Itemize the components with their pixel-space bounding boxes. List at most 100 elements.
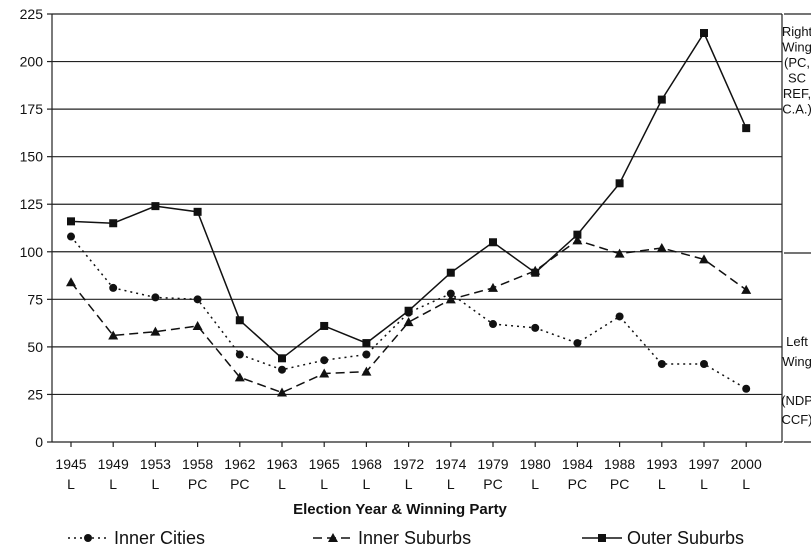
point-inner-suburbs-1958	[192, 320, 203, 330]
point-outer-suburbs-1972	[404, 306, 413, 315]
point-inner-cities-1962	[235, 350, 244, 359]
x-axis-ticks: 1945 L 1949 L 1953 L 1958 PC 1962 PC 1963 L 1965 L 196…	[55, 442, 762, 492]
right-wing-label-line: Right	[782, 24, 811, 39]
point-inner-cities-1953	[151, 293, 160, 302]
right-wing-label-line: Wing	[782, 40, 811, 55]
xtick-party-1965: L	[320, 476, 328, 492]
right-wing-label-line: (PC,	[784, 55, 810, 70]
point-inner-suburbs-1963	[277, 387, 287, 397]
point-outer-suburbs-1958	[193, 207, 202, 216]
xtick-year-1997: 1997	[688, 456, 719, 472]
point-outer-suburbs-1965	[320, 321, 329, 330]
point-inner-suburbs-1972	[403, 317, 414, 327]
point-outer-suburbs-1949	[109, 219, 118, 228]
legend-marker-inner-cities	[84, 534, 92, 542]
left-wing-label-line: (NDP	[781, 393, 811, 408]
xtick-year-1972: 1972	[393, 456, 424, 472]
point-outer-suburbs-1953	[151, 202, 160, 211]
legend: Inner Cities Inner Suburbs Outer Suburbs	[68, 528, 744, 548]
xtick-year-1965: 1965	[309, 456, 340, 472]
point-inner-cities-1958	[193, 295, 202, 304]
xtick-party-1953: L	[152, 476, 160, 492]
ytick-label-50: 50	[27, 339, 43, 355]
point-outer-suburbs-1997	[700, 29, 708, 38]
point-inner-suburbs-1949	[108, 330, 119, 340]
point-inner-cities-1965	[320, 356, 329, 365]
legend-label-inner-cities: Inner Cities	[114, 528, 205, 548]
point-outer-suburbs-2000	[742, 124, 751, 133]
point-inner-cities-1980	[531, 323, 540, 332]
ytick-label-150: 150	[20, 149, 44, 165]
point-inner-suburbs-1968	[361, 366, 372, 376]
point-inner-cities-1945	[67, 232, 75, 241]
ytick-label-175: 175	[20, 101, 44, 117]
point-outer-suburbs-1980	[531, 268, 540, 277]
legend-marker-inner-suburbs	[328, 533, 338, 542]
point-inner-cities-1979	[489, 320, 497, 329]
xtick-year-1958: 1958	[182, 456, 213, 472]
xtick-year-1962: 1962	[224, 456, 255, 472]
xtick-party-1997: L	[700, 476, 708, 492]
ytick-label-225: 225	[20, 6, 44, 22]
y-axis-ticks: 0 25 50 75 100 125 150 175 200 225	[20, 6, 44, 450]
xtick-year-1974: 1974	[435, 456, 466, 472]
xtick-party-1949: L	[109, 476, 117, 492]
ytick-label-125: 125	[20, 196, 44, 212]
xtick-year-1949: 1949	[98, 456, 129, 472]
point-outer-suburbs-1988	[615, 179, 624, 188]
left-wing-label-line: CCF)	[781, 412, 811, 427]
point-outer-suburbs-1984	[573, 230, 582, 239]
point-inner-cities-1963	[278, 365, 286, 374]
point-inner-suburbs-1988	[614, 248, 625, 258]
xtick-party-1968: L	[363, 476, 371, 492]
point-outer-suburbs-1974	[446, 268, 455, 277]
point-outer-suburbs-1993	[657, 95, 666, 104]
xtick-party-2000: L	[742, 476, 750, 492]
point-inner-suburbs-1993	[656, 242, 667, 252]
xtick-party-1945: L	[67, 476, 75, 492]
xtick-year-1993: 1993	[646, 456, 677, 472]
xtick-year-1979: 1979	[477, 456, 508, 472]
xtick-year-1945: 1945	[55, 456, 86, 472]
ytick-label-100: 100	[20, 244, 44, 260]
point-outer-suburbs-1979	[489, 238, 497, 247]
ytick-label-75: 75	[27, 291, 43, 307]
xtick-year-2000: 2000	[731, 456, 762, 472]
right-wing-label-line: REF,	[783, 86, 811, 101]
point-inner-suburbs-1984	[572, 235, 583, 245]
point-outer-suburbs-1962	[235, 316, 244, 325]
point-inner-cities-1984	[573, 339, 582, 348]
xtick-party-1993: L	[658, 476, 666, 492]
xtick-party-1972: L	[405, 476, 413, 492]
grid-lines	[47, 13, 783, 443]
point-inner-suburbs-1997	[699, 254, 709, 264]
xtick-party-1980: L	[531, 476, 539, 492]
xtick-year-1953: 1953	[140, 456, 171, 472]
xtick-year-1988: 1988	[604, 456, 635, 472]
point-inner-suburbs-2000	[741, 284, 752, 294]
xtick-party-1979: PC	[483, 476, 502, 492]
xtick-year-1980: 1980	[520, 456, 551, 472]
legend-label-inner-suburbs: Inner Suburbs	[358, 528, 471, 548]
point-inner-cities-1997	[700, 360, 708, 369]
legend-marker-outer-suburbs	[598, 534, 606, 542]
point-inner-cities-1974	[446, 289, 455, 298]
right-wing-label-line: C.A.)	[782, 102, 811, 117]
xtick-party-1963: L	[278, 476, 286, 492]
x-axis-label: Election Year & Winning Party	[293, 501, 507, 518]
xtick-party-1958: PC	[188, 476, 207, 492]
right-wing-label-line: SC	[788, 71, 806, 86]
point-inner-cities-1949	[109, 283, 118, 292]
xtick-party-1974: L	[447, 476, 455, 492]
ytick-label-25: 25	[27, 386, 43, 402]
point-inner-cities-1968	[362, 350, 371, 359]
xtick-party-1984: PC	[568, 476, 587, 492]
point-inner-suburbs-1962	[234, 372, 245, 382]
point-inner-cities-1993	[657, 360, 666, 369]
ytick-label-0: 0	[35, 434, 43, 450]
ytick-label-200: 200	[20, 54, 44, 70]
point-inner-suburbs-1945	[66, 277, 76, 287]
point-outer-suburbs-1963	[278, 354, 286, 363]
